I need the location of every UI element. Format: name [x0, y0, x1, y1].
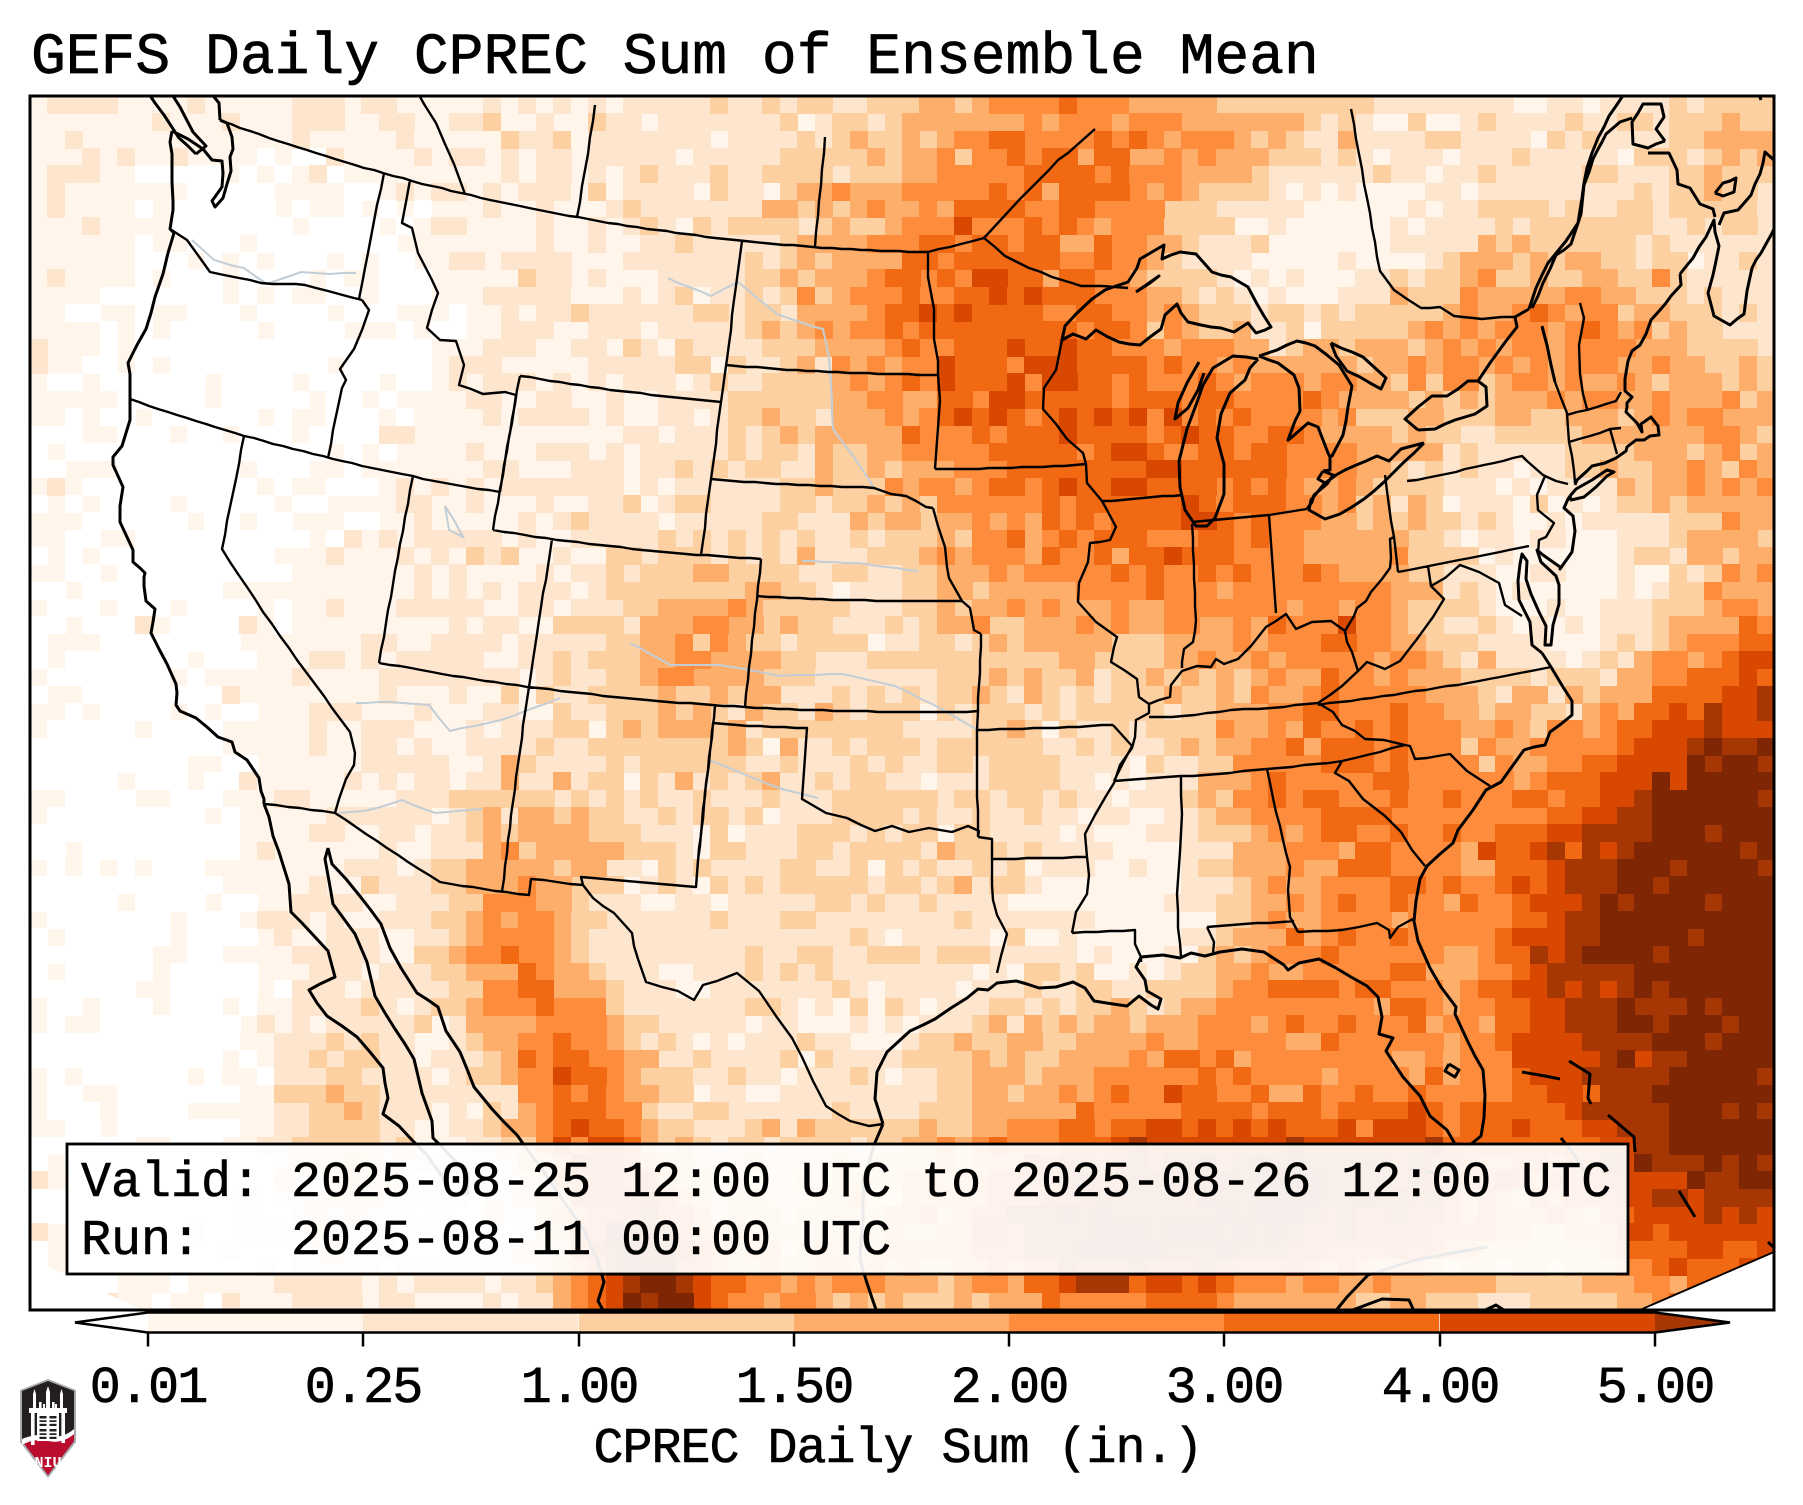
svg-text:0.25: 0.25: [305, 1359, 422, 1418]
svg-text:4.00: 4.00: [1382, 1359, 1499, 1418]
svg-text:1.50: 1.50: [736, 1359, 853, 1418]
svg-text:GEFS Daily CPREC Sum of Ensemb: GEFS Daily CPREC Sum of Ensemble Mean: [31, 26, 1319, 91]
svg-text:2.00: 2.00: [951, 1359, 1068, 1418]
svg-text:Run: 2025-08-11 00:00 UTC: Run: 2025-08-11 00:00 UTC: [81, 1213, 891, 1270]
svg-text:5.00: 5.00: [1597, 1359, 1714, 1418]
svg-text:0.01: 0.01: [90, 1359, 207, 1418]
svg-text:3.00: 3.00: [1166, 1359, 1283, 1418]
svg-text:Valid: 2025-08-25 12:00 UTC to: Valid: 2025-08-25 12:00 UTC to 2025-08-2…: [81, 1155, 1611, 1212]
svg-text:CPREC Daily Sum (in.): CPREC Daily Sum (in.): [593, 1421, 1202, 1478]
svg-text:NIU: NIU: [34, 1455, 61, 1472]
svg-text:1.00: 1.00: [521, 1359, 638, 1418]
